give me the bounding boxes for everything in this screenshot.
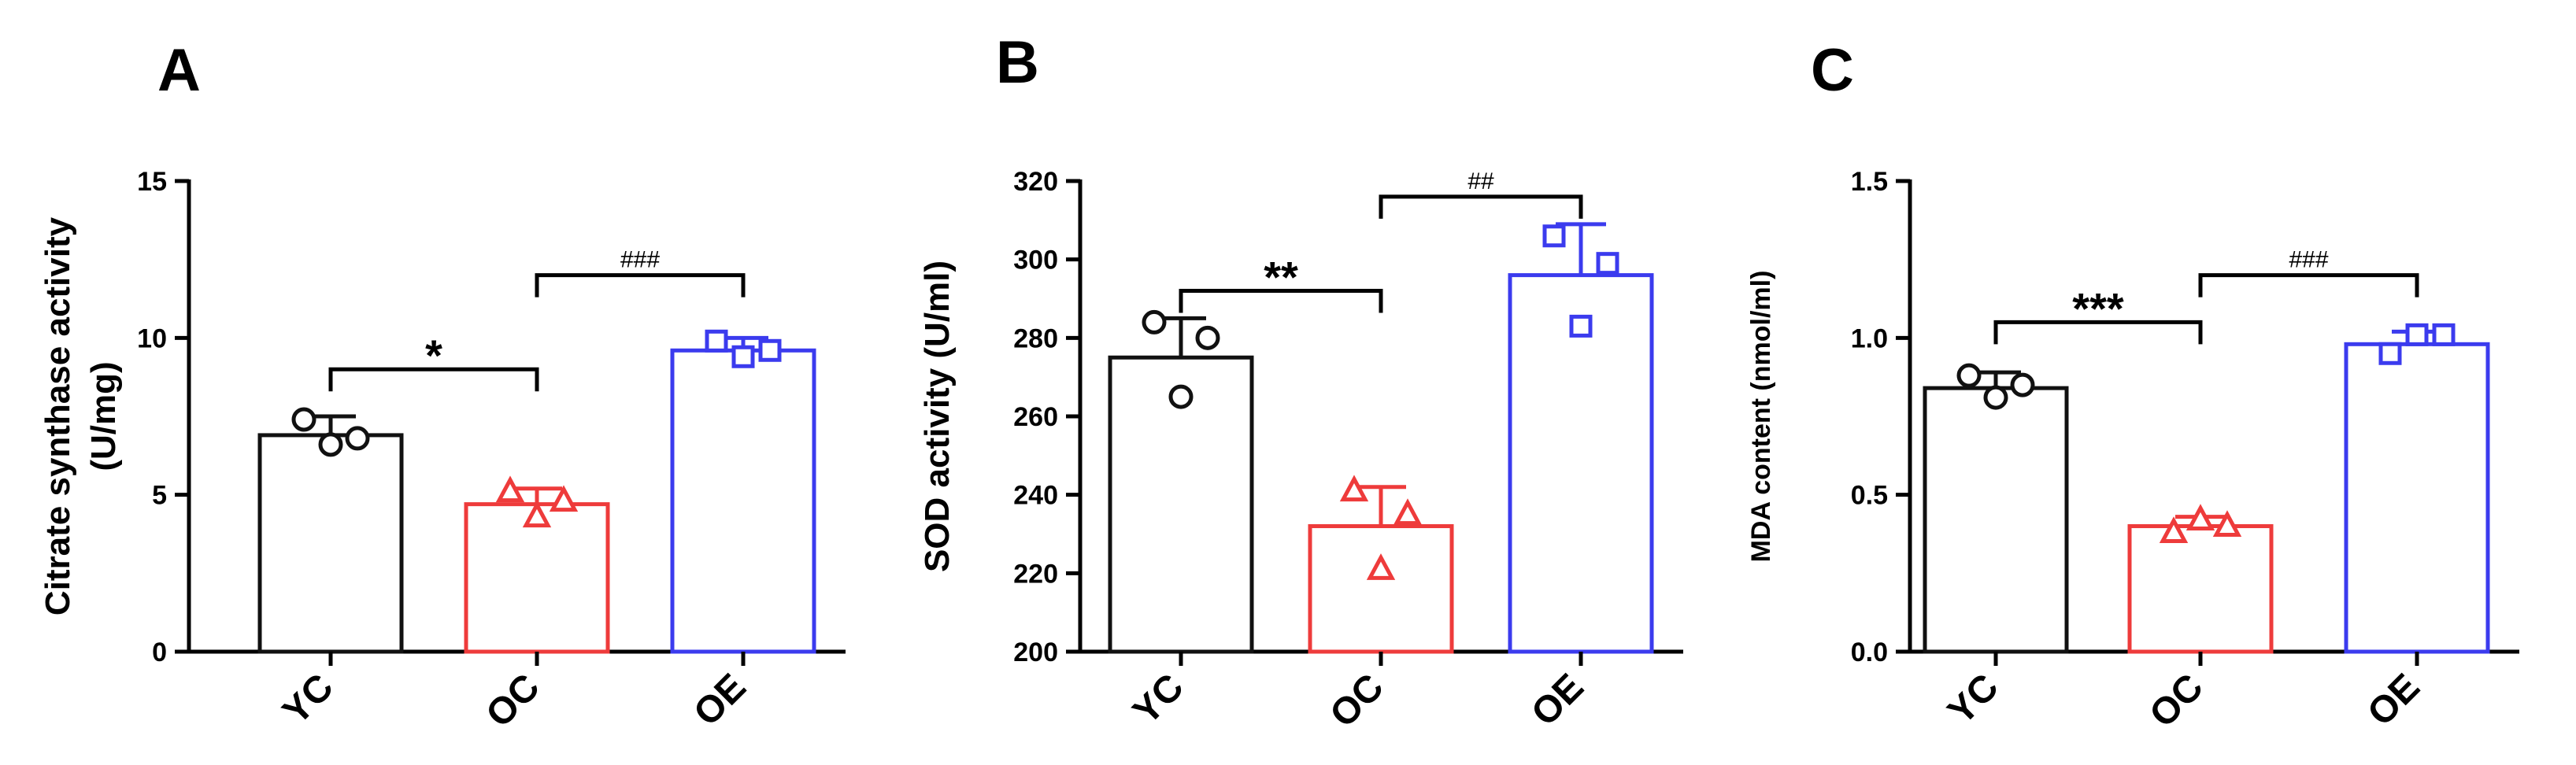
x-tick-label: YC (1125, 666, 1192, 733)
x-tick-label: OC (1322, 666, 1391, 735)
bar-oc (1308, 524, 1454, 654)
data-point-yc (318, 432, 343, 457)
bar-oe (2344, 342, 2490, 654)
data-point-oe (705, 329, 728, 353)
y-tick-label: 200 (1013, 638, 1058, 667)
data-point-yc (1983, 385, 2008, 410)
y-tick-label: 0.5 (1851, 481, 1888, 511)
data-point-oc (495, 475, 525, 503)
significance-label: ### (620, 247, 660, 273)
data-point-oc (1366, 553, 1396, 580)
y-axis-title: Citrate synthase activity (39, 216, 77, 615)
y-axis-title: MDA content (nmol/ml) (1746, 271, 1776, 563)
data-point-oc (549, 485, 579, 512)
data-point-yc (1956, 363, 1982, 388)
y-tick-label: 240 (1013, 481, 1058, 511)
data-point-oe (731, 345, 755, 368)
chart-panel-b: B SOD activity (U/ml) 200 220 240 260 280 300 32… (918, 29, 1683, 736)
data-point-oc (2212, 510, 2242, 538)
data-point-oc (522, 501, 552, 528)
x-tick-label: OC (2141, 666, 2211, 735)
significance-bracket (535, 273, 746, 298)
significance-bracket (1993, 320, 2203, 345)
x-tick-label: YC (275, 666, 342, 733)
panel-label: B (996, 29, 1039, 96)
significance-bracket (1379, 194, 1583, 219)
data-point-yc (1142, 309, 1167, 334)
data-point-oc (1339, 475, 1369, 502)
panel-label: A (157, 37, 201, 104)
data-point-oc (2186, 504, 2215, 531)
y-axis-title: SOD activity (U/ml) (918, 261, 957, 572)
significance-bracket (328, 367, 539, 392)
bar-oe (670, 348, 816, 654)
chart-panel-a: A Citrate synthase activity (U/mg) 0 5 10 15 YC… (39, 37, 846, 736)
x-tick-label: OE (2359, 666, 2428, 734)
significance-bracket (1179, 289, 1383, 313)
bar-yc (1923, 386, 2069, 654)
x-tick-label: OC (478, 666, 547, 735)
data-point-oe (1596, 252, 1619, 275)
y-tick-label: 0 (152, 638, 167, 667)
y-tick-label: 1.0 (1851, 323, 1888, 353)
bar-oc (2127, 524, 2274, 654)
significance-label: ** (1264, 253, 1298, 302)
data-point-yc (1195, 325, 1220, 350)
y-tick-label: 1.5 (1851, 167, 1888, 197)
chart-panel-c: C MDA content (nmol/ml) 0.0 0.5 1.0 1.5 YC OC OE… (1746, 37, 2519, 736)
y-tick-label: 300 (1013, 246, 1058, 275)
data-point-oe (1569, 314, 1593, 338)
bar-yc (257, 433, 404, 654)
y-tick-label: 260 (1013, 402, 1058, 432)
y-tick-label: 220 (1013, 559, 1058, 589)
data-point-oc (1393, 498, 1423, 526)
x-tick-label: OE (1523, 666, 1592, 734)
y-tick-label: 0.0 (1851, 638, 1888, 667)
data-point-yc (1168, 384, 1194, 409)
data-point-oe (758, 338, 782, 362)
y-tick-label: 280 (1013, 323, 1058, 353)
data-point-oe (2378, 342, 2402, 365)
y-tick-label: 10 (137, 323, 167, 353)
significance-bracket (2198, 273, 2419, 298)
data-point-yc (2010, 372, 2035, 397)
significance-label: ## (1468, 168, 1494, 194)
data-point-oe (1542, 224, 1566, 248)
data-point-oe (2405, 323, 2429, 346)
significance-label: *** (2072, 283, 2124, 333)
x-tick-label: OE (686, 666, 754, 734)
y-tick-label: 5 (152, 481, 167, 511)
data-point-oe (2432, 323, 2456, 346)
data-point-oc (2159, 516, 2189, 544)
data-point-yc (345, 426, 370, 451)
y-tick-label: 320 (1013, 167, 1058, 197)
significance-label: * (425, 331, 442, 380)
significance-label: ### (2289, 247, 2328, 273)
data-point-yc (291, 407, 316, 432)
y-axis-title: (U/mg) (84, 361, 123, 471)
y-tick-label: 15 (137, 167, 167, 197)
panel-label: C (1811, 37, 1854, 104)
x-tick-label: YC (1940, 666, 2007, 733)
